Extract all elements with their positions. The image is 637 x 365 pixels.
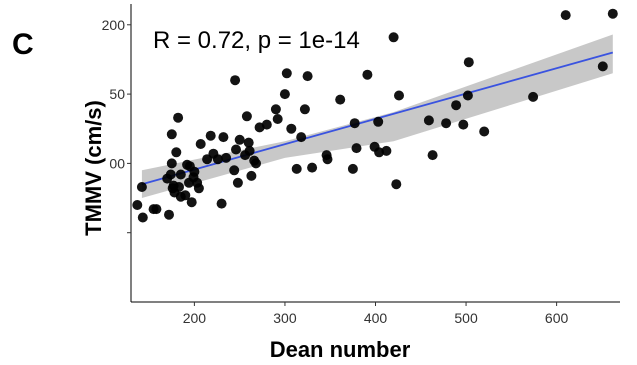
data-point — [463, 57, 474, 68]
data-point — [270, 104, 281, 115]
x-tick-label: 400 — [364, 310, 388, 326]
data-point — [218, 132, 229, 143]
data-point — [151, 204, 162, 215]
x-tick-label: 200 — [183, 310, 207, 326]
x-tick-label: 600 — [545, 310, 569, 326]
data-point — [173, 112, 184, 123]
y-axis-ticks: 00 50 200 — [102, 17, 131, 234]
data-point — [189, 166, 200, 177]
data-point — [212, 154, 223, 165]
data-point — [193, 183, 204, 194]
data-point — [281, 68, 292, 79]
data-point — [560, 10, 571, 21]
data-point — [462, 90, 473, 101]
data-point — [137, 212, 148, 223]
data-point — [205, 130, 216, 141]
y-axis-title: TMMV (cm/s) — [81, 100, 106, 236]
data-point — [394, 90, 404, 101]
x-axis-ticks: 200 300 400 500 600 — [183, 302, 569, 326]
data-point — [221, 152, 232, 163]
data-point — [451, 100, 462, 111]
data-point — [597, 61, 608, 72]
data-point — [272, 114, 283, 124]
data-point — [335, 94, 346, 105]
data-point — [243, 137, 254, 148]
data-point — [291, 163, 302, 174]
x-tick-label: 300 — [273, 310, 297, 326]
data-point — [164, 209, 174, 220]
data-point — [296, 132, 307, 143]
data-point — [174, 182, 184, 192]
data-point — [388, 32, 399, 43]
data-point — [441, 118, 452, 129]
data-point — [351, 143, 362, 154]
data-point — [302, 71, 313, 82]
data-point — [244, 145, 255, 156]
data-point — [241, 111, 252, 122]
data-point — [286, 123, 297, 134]
panel-letter: C — [12, 28, 34, 61]
data-point — [349, 118, 360, 129]
data-point — [307, 162, 318, 173]
data-point — [246, 170, 257, 181]
data-point — [423, 115, 434, 126]
data-point — [180, 190, 191, 201]
y-tick-label: 50 — [109, 86, 125, 102]
data-point — [136, 182, 147, 192]
x-axis-title: Dean number — [270, 337, 411, 362]
data-point — [299, 104, 310, 115]
data-point — [391, 179, 402, 190]
data-point — [322, 154, 333, 165]
data-point — [427, 150, 438, 161]
data-point — [234, 134, 245, 145]
data-point — [171, 147, 182, 158]
data-point — [251, 158, 261, 169]
data-point — [607, 8, 618, 19]
data-point — [528, 91, 539, 102]
correlation-stats: R = 0.72, p = 1e-14 — [153, 27, 360, 54]
data-point — [362, 69, 373, 80]
data-point — [279, 89, 290, 100]
data-point — [186, 197, 197, 208]
data-point — [165, 169, 176, 180]
confidence-band — [141, 34, 613, 198]
data-point — [347, 163, 358, 174]
data-point — [479, 126, 490, 137]
data-point — [381, 145, 392, 156]
data-point — [195, 139, 206, 149]
data-point — [166, 158, 177, 169]
y-tick-label: 00 — [109, 155, 125, 171]
data-point — [232, 177, 243, 188]
data-point — [261, 119, 272, 130]
data-point — [230, 75, 241, 86]
data-point — [166, 129, 177, 140]
data-points-layer — [132, 8, 618, 223]
data-point — [458, 119, 469, 130]
data-point — [229, 165, 240, 176]
x-tick-label: 500 — [454, 310, 478, 326]
data-point — [231, 144, 241, 155]
data-point — [216, 198, 227, 209]
data-point — [132, 200, 143, 210]
y-tick-label: 200 — [102, 17, 126, 33]
data-point — [373, 116, 384, 127]
data-point — [175, 169, 186, 180]
confidence-band-layer — [141, 34, 613, 198]
